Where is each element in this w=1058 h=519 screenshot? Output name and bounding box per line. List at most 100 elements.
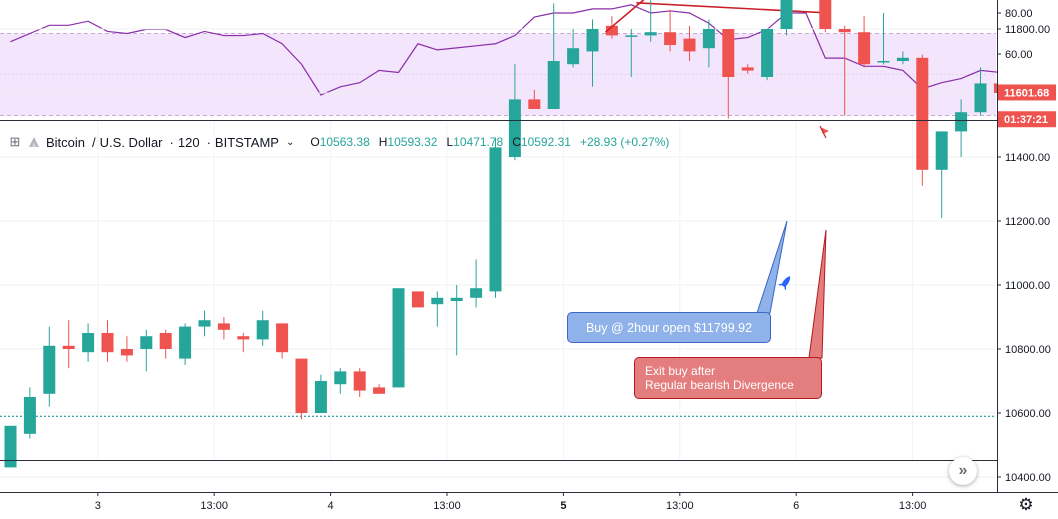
candle-body <box>896 57 909 61</box>
gear-icon[interactable]: ⚙ <box>1018 495 1034 514</box>
flag-cloth <box>820 127 829 134</box>
time-axis-label: 13:00 <box>666 500 694 512</box>
exit-callout[interactable]: Exit buy after Regular bearish Divergenc… <box>634 357 822 399</box>
candle-body <box>4 425 17 468</box>
symbol-name[interactable]: Bitcoin <box>46 134 86 150</box>
buy-callout-text: Buy @ 2hour open $11799.92 <box>585 320 753 335</box>
price-axis-label: 11200.00 <box>1005 216 1050 228</box>
candle-body <box>838 29 851 33</box>
candle-body <box>741 67 754 71</box>
rsi-pane <box>0 2 1000 116</box>
rsi-band <box>0 33 996 116</box>
candle-body <box>974 83 987 113</box>
buy-callout[interactable]: Buy @ 2hour open $11799.92 <box>567 312 771 343</box>
rocket-body <box>781 276 791 288</box>
candle-body <box>392 288 405 388</box>
candle-body <box>237 336 250 340</box>
candle-body <box>858 32 871 65</box>
price-axis-label: 10400.00 <box>1005 472 1051 484</box>
candle-body <box>334 371 347 385</box>
price-label: 11601.68 <box>1004 87 1049 99</box>
candle-body <box>605 25 618 36</box>
candle-body <box>877 61 890 63</box>
time-axis-label: 6 <box>793 500 799 512</box>
open-label: O <box>310 135 320 149</box>
rocket-fin <box>777 283 787 291</box>
rsi-axis-label: 80.00 <box>1005 8 1033 20</box>
exchange-label[interactable]: BITSTAMP <box>214 134 279 150</box>
candle-body <box>140 336 153 349</box>
flag-pole <box>819 125 827 139</box>
candle-body <box>761 29 774 77</box>
candle-body <box>179 326 192 359</box>
candle-body <box>470 288 483 298</box>
close-value: 10592.31 <box>520 135 571 149</box>
candle-body <box>935 131 948 170</box>
price-label-bg <box>998 111 1056 128</box>
candle-body <box>82 333 95 353</box>
rsi-line <box>10 4 1000 96</box>
candle-body <box>644 32 657 36</box>
rsi-divergence-line <box>636 2 829 14</box>
time-axis-label: 13:00 <box>200 500 228 512</box>
candle-body <box>431 297 444 305</box>
buy-callout-pointer <box>756 220 788 314</box>
price-axis-label: 10800.00 <box>1005 344 1051 356</box>
candle-body <box>353 371 366 391</box>
plus-square-icon[interactable]: ⊞ <box>9 134 21 149</box>
close-label: C <box>512 135 521 149</box>
price-axis-label: 11800.00 <box>1005 24 1050 36</box>
symbol-separator: / <box>92 134 96 150</box>
candle-body <box>489 147 502 292</box>
price-divergence-line <box>604 0 645 33</box>
price-axis-label: 10600.00 <box>1005 408 1051 420</box>
legend-dot-1: · <box>169 134 174 150</box>
candle-body <box>528 99 541 109</box>
symbol-quote[interactable]: U.S. Dollar <box>99 134 163 150</box>
exit-callout-line-2: Regular bearish Divergence <box>645 378 794 392</box>
candle-body <box>43 345 56 394</box>
legend-dot-2: · <box>206 134 211 150</box>
price-label-bg <box>998 84 1056 101</box>
time-axis-label: 5 <box>560 500 566 512</box>
price-label: 01:37:21 <box>1004 114 1048 126</box>
price-pane <box>0 0 1006 478</box>
change-value: +28.93 (+0.27%) <box>579 135 670 149</box>
candle-body <box>295 358 308 413</box>
candle-body <box>683 38 696 52</box>
candle-body <box>120 349 133 356</box>
candle-body <box>276 323 289 353</box>
price-axis-label: 11400.00 <box>1005 152 1050 164</box>
candle-body <box>198 320 211 327</box>
candle-body <box>819 0 832 29</box>
candle-body <box>23 397 36 434</box>
time-axis-label: 13:00 <box>899 500 927 512</box>
candle-body <box>450 297 463 301</box>
interval-label[interactable]: 120 <box>177 134 200 150</box>
candle-body <box>664 32 677 45</box>
low-value: 10471.78 <box>453 135 504 149</box>
time-axis-label: 13:00 <box>433 500 461 512</box>
candle-body <box>314 381 327 413</box>
symbol-legend: ⊞ Bitcoin / U.S. Dollar · 120 · BITSTAMP… <box>8 133 670 151</box>
time-axis-label: 4 <box>328 500 334 512</box>
time-axis-label: 3 <box>95 500 101 512</box>
candle-body <box>217 323 230 330</box>
candle-body <box>101 333 114 353</box>
candle-body <box>567 48 580 65</box>
candle-body <box>916 57 929 170</box>
price-axis-bg <box>997 0 1058 519</box>
chevron-down-icon[interactable]: ⌄ <box>285 136 295 148</box>
candle-body <box>373 387 386 394</box>
rocket-icon <box>777 276 791 291</box>
candle-body <box>256 320 269 340</box>
double-chevron-right-icon[interactable]: » <box>949 457 977 485</box>
low-label: L <box>446 135 454 149</box>
candle-body <box>159 333 172 349</box>
high-value: 10593.32 <box>387 135 438 149</box>
candle-body <box>780 0 793 29</box>
bitstamp-logo-icon <box>29 137 39 147</box>
candle-body <box>625 35 638 37</box>
